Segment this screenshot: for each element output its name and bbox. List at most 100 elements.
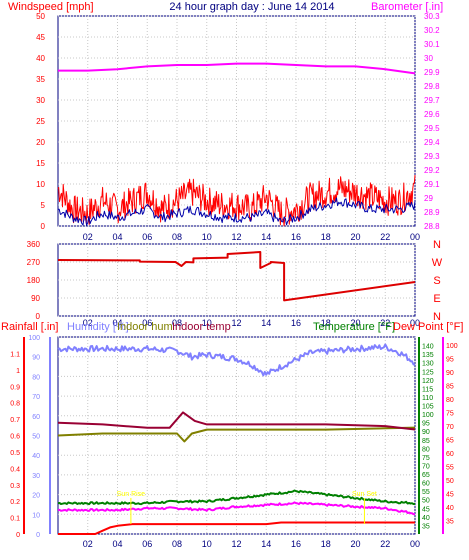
temperature-tick-label: 70 — [422, 463, 430, 470]
barometer-tick-label: 29.6 — [424, 110, 440, 119]
direction-tick-label: 0 — [36, 312, 41, 321]
temperature-series — [57, 489, 416, 506]
barometer-tick-label: 30 — [424, 54, 433, 63]
sun-marker-label: Sun Rise — [117, 491, 146, 498]
x-tick-label: 06 — [142, 318, 152, 328]
barometer-tick-label: 30.3 — [424, 12, 440, 21]
x-tick-label: 06 — [142, 539, 152, 549]
x-tick-label: 08 — [172, 232, 182, 242]
dew-point-tick-label: 100 — [446, 343, 458, 350]
x-tick-label: 10 — [202, 539, 212, 549]
humidity-tick-label: 90 — [32, 355, 40, 362]
x-tick-label: 18 — [321, 318, 331, 328]
temperature-tick-label: 135 — [422, 352, 434, 359]
barometer-tick-label: 29.8 — [424, 82, 440, 91]
wind-tick-label: 20 — [36, 138, 45, 147]
dew-point-tick-label: 55 — [446, 465, 454, 472]
barometer-tick-label: 29.9 — [424, 68, 440, 77]
barometer-tick-label: 29.7 — [424, 96, 440, 105]
barometer-tick-label: 28.9 — [424, 208, 440, 217]
x-tick-label: 18 — [321, 539, 331, 549]
indoor-hum-axis-title: Indoor hum — [117, 321, 173, 333]
rain-tick-label: 0 — [16, 532, 20, 539]
rain-axis-title: Rainfall [.in] — [1, 321, 58, 333]
wind-tick-label: 35 — [36, 75, 45, 84]
dew-point-tick-label: 50 — [446, 478, 454, 485]
x-tick-label: 04 — [112, 232, 122, 242]
sun-marker-label: Sun Set — [352, 491, 377, 498]
x-tick-label: 04 — [112, 318, 122, 328]
grid-lines — [58, 15, 416, 535]
rain-tick-label: 1 — [16, 368, 20, 375]
rain-tick-label: 1.1 — [10, 351, 20, 358]
temperature-tick-label: 80 — [422, 446, 430, 453]
dew-point-tick-label: 35 — [446, 519, 454, 526]
x-tick-label: 14 — [261, 232, 271, 242]
wind-tick-label: 15 — [36, 159, 45, 168]
barometer-tick-label: 29.5 — [424, 124, 440, 133]
x-tick-label: 16 — [291, 318, 301, 328]
temperature-tick-label: 35 — [422, 523, 430, 530]
dew-point-tick-label: 80 — [446, 397, 454, 404]
x-tick-label: 20 — [350, 539, 360, 549]
temperature-axis-title: Temperature [°F] — [313, 321, 395, 333]
temperature-tick-label: 55 — [422, 489, 430, 496]
rain-tick-label: 0.9 — [10, 384, 20, 391]
rain-tick-label: 0.3 — [10, 483, 20, 490]
compass-label: N — [433, 239, 441, 251]
indoor-temp-series — [57, 411, 416, 431]
dew-point-tick-label: 70 — [446, 424, 454, 431]
humidity-tick-label: 40 — [32, 453, 40, 460]
humidity-tick-label: 0 — [36, 532, 40, 539]
axis-labels: 02 04 06 08 10 12 14 16 18 20 22 000510152025303540… — [10, 12, 458, 549]
wind-axis-title: Windspeed [mph] — [8, 1, 94, 13]
temperature-tick-label: 75 — [422, 455, 430, 462]
barometer-tick-label: 28.8 — [424, 222, 440, 231]
rain-tick-label: 0.2 — [10, 499, 20, 506]
dew-point-tick-label: 60 — [446, 451, 454, 458]
x-tick-label: 12 — [231, 318, 241, 328]
compass-label: S — [433, 275, 440, 287]
barometer-tick-label: 29.3 — [424, 152, 440, 161]
x-tick-label: 02 — [83, 318, 93, 328]
x-tick-label: 02 — [83, 539, 93, 549]
humidity-tick-label: 50 — [32, 434, 40, 441]
rain-tick-label: 0.6 — [10, 434, 20, 441]
barometer-tick-label: 29.4 — [424, 138, 440, 147]
dew-point-axis-title: Dew Point [°F] — [393, 321, 463, 333]
x-tick-label: 22 — [380, 232, 390, 242]
indoor-temp-axis-title: Indoor temp — [172, 321, 231, 333]
temperature-tick-label: 110 — [422, 395, 433, 402]
indoor-hum-series — [57, 426, 416, 443]
rain-tick-label: 0.8 — [10, 401, 20, 408]
x-tick-label: 08 — [172, 539, 182, 549]
temperature-tick-label: 50 — [422, 498, 430, 505]
humidity-tick-label: 70 — [32, 394, 40, 401]
wind-tick-label: 0 — [41, 222, 46, 231]
barometer-tick-label: 29.2 — [424, 166, 440, 175]
wind-tick-label: 45 — [36, 33, 45, 42]
humidity-tick-label: 20 — [32, 493, 40, 500]
rain-series — [58, 521, 415, 535]
x-tick-label: 22 — [380, 318, 390, 328]
temperature-tick-label: 65 — [422, 472, 430, 479]
rain-tick-label: 0.4 — [10, 466, 20, 473]
x-tick-label: 20 — [350, 318, 360, 328]
humidity-tick-label: 60 — [32, 414, 40, 421]
wind-tick-label: 10 — [36, 180, 45, 189]
chart-title: 24 hour graph day : June 14 2014 — [169, 1, 334, 13]
barometer-series — [58, 62, 416, 75]
wind-tick-label: 40 — [36, 54, 45, 63]
x-tick-label: 06 — [142, 232, 152, 242]
x-tick-label: 08 — [172, 318, 182, 328]
temperature-tick-label: 90 — [422, 429, 430, 436]
humidity-series — [57, 343, 416, 377]
temperature-tick-label: 45 — [422, 506, 430, 513]
wind-tick-label: 25 — [36, 117, 45, 126]
x-tick-label: 16 — [291, 539, 301, 549]
x-tick-label: 18 — [321, 232, 331, 242]
rain-tick-label: 0.7 — [10, 417, 20, 424]
gust-series — [57, 174, 416, 227]
temperature-tick-label: 95 — [422, 421, 430, 428]
wind-tick-label: 5 — [41, 201, 46, 210]
